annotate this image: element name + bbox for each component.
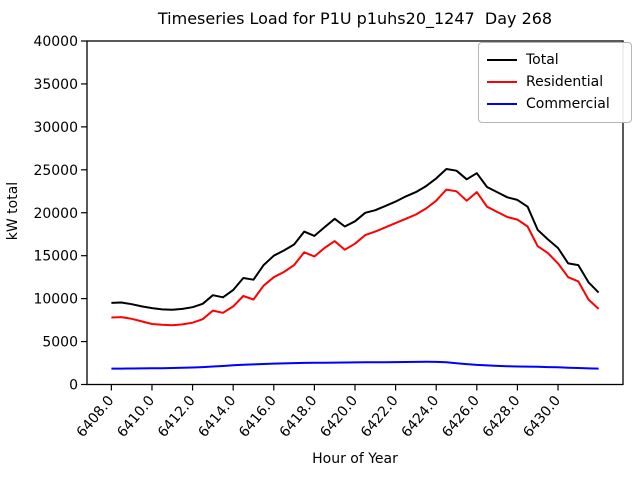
x-tick-label: 6408.0 (74, 393, 118, 441)
y-tick-label: 5000 (42, 335, 78, 351)
x-axis-label: Hour of Year (312, 451, 398, 467)
legend-item-total: Total (487, 49, 623, 71)
commercial-series-line (111, 360, 599, 370)
commercial-line-sample (487, 103, 517, 105)
series-layer (111, 168, 600, 370)
total-line-sample (487, 59, 517, 61)
x-tick-label: 6410.0 (114, 393, 158, 441)
y-tick-label: 30000 (33, 120, 78, 136)
x-tick-label: 6430.0 (520, 393, 564, 441)
legend: Total Residential Commercial (478, 42, 632, 123)
y-tick-label: 10000 (33, 292, 78, 308)
y-tick-label: 15000 (33, 249, 78, 265)
legend-item-commercial: Commercial (487, 93, 623, 115)
x-tick-label: 6420.0 (317, 393, 361, 441)
legend-label-residential: Residential (526, 74, 604, 90)
y-tick-label: 25000 (33, 163, 78, 179)
y-tick-label: 40000 (33, 34, 78, 50)
y-tick-label: 20000 (33, 206, 78, 222)
legend-label-total: Total (526, 52, 559, 68)
legend-label-commercial: Commercial (526, 96, 610, 112)
y-axis-label: kW total (5, 181, 21, 241)
legend-item-residential: Residential (487, 71, 623, 93)
y-tick-label: 0 (69, 378, 78, 394)
y-tick-label: 35000 (33, 77, 78, 93)
x-tick-label: 6424.0 (399, 393, 443, 441)
x-tick-label: 6426.0 (439, 393, 483, 441)
x-tick-label: 6422.0 (358, 393, 402, 441)
x-tick-label: 6412.0 (155, 393, 199, 441)
x-tick-label: 6414.0 (195, 393, 239, 441)
total-series-line (111, 168, 600, 311)
x-tick-label: 6418.0 (277, 393, 321, 441)
residential-line-sample (487, 81, 517, 83)
x-tick-label: 6428.0 (480, 393, 524, 441)
residential-series-line (111, 188, 600, 327)
x-tick-label: 6416.0 (236, 393, 280, 441)
chart-title: Timeseries Load for P1U p1uhs20_1247 Day… (157, 9, 553, 28)
